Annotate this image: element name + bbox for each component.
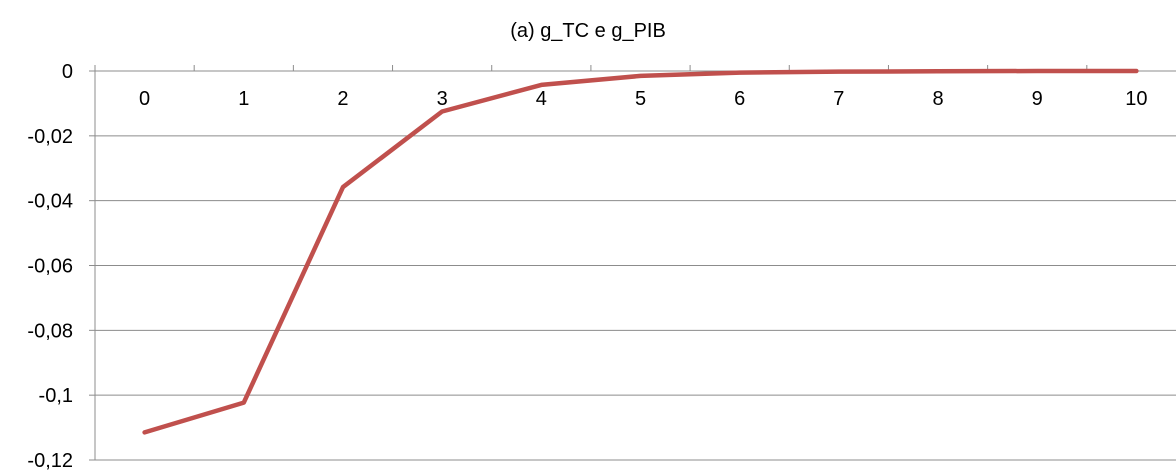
y-tick-label: -0,02: [27, 126, 73, 148]
series-line: [142, 68, 1139, 435]
y-tick-label: -0,12: [27, 450, 73, 472]
x-tick-label: 2: [337, 88, 348, 110]
x-tick-label: 9: [1032, 88, 1043, 110]
y-tick-label: -0,06: [27, 256, 73, 278]
chart-title: (a) g_TC e g_PIB: [510, 20, 666, 42]
x-tick-label: 6: [734, 88, 745, 110]
series-layer: [142, 68, 1139, 435]
x-tick-label: 7: [833, 88, 844, 110]
axes: [89, 65, 1176, 461]
y-axis-tick-labels: 0 -0,02 -0,04 -0,06 -0,08 -0,1 -0,12: [27, 61, 73, 472]
x-tick-label: 1: [238, 88, 249, 110]
x-tick-label: 3: [437, 88, 448, 110]
gridlines: [95, 135, 1176, 396]
y-tick-label: -0,04: [27, 191, 73, 213]
x-tick-label: 0: [139, 88, 150, 110]
x-tick-label: 8: [932, 88, 943, 110]
y-tick-label: -0,1: [39, 385, 73, 407]
y-tick-label: -0,08: [27, 320, 73, 342]
x-tick-label: 4: [536, 88, 547, 110]
x-tick-label: 10: [1125, 88, 1147, 110]
x-axis-tick-labels: 0 1 2 3 4 5 6 7 8 9 10: [139, 88, 1148, 110]
x-tick-label: 5: [635, 88, 646, 110]
y-tick-label: 0: [62, 61, 73, 83]
